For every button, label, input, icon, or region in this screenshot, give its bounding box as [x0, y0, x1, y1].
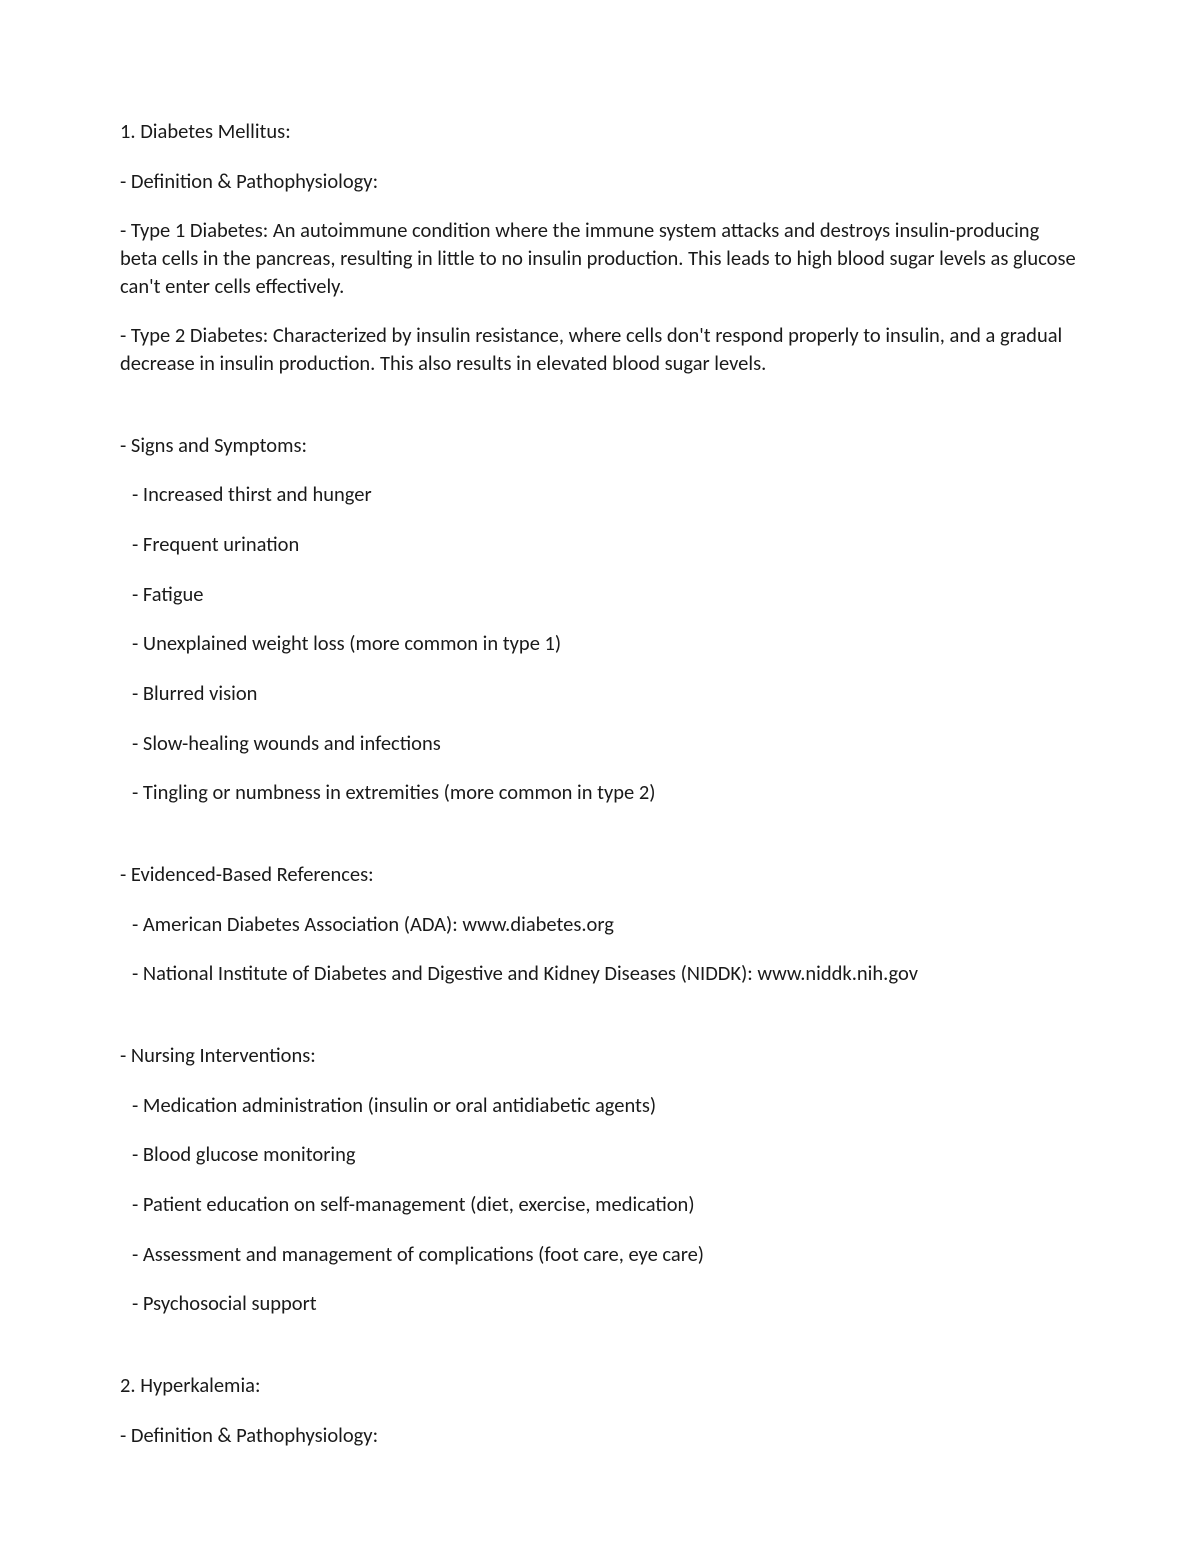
definition-item: - Type 1 Diabetes: An autoimmune conditi… — [120, 217, 1080, 300]
section-title: 2. Hyperkalemia: — [120, 1372, 1080, 1400]
definition-header: - Definition & Pathophysiology: — [120, 1422, 1080, 1450]
signs-header: - Signs and Symptoms: — [120, 432, 1080, 460]
list-item: - Psychosocial support — [120, 1290, 1080, 1318]
list-item: - Unexplained weight loss (more common i… — [120, 630, 1080, 658]
list-item: - Patient education on self-management (… — [120, 1191, 1080, 1219]
spacer — [120, 1010, 1080, 1042]
spacer — [120, 829, 1080, 861]
list-item: - American Diabetes Association (ADA): w… — [120, 911, 1080, 939]
list-item: - Blood glucose monitoring — [120, 1141, 1080, 1169]
list-item: - Medication administration (insulin or … — [120, 1092, 1080, 1120]
document-page: 1. Diabetes Mellitus: - Definition & Pat… — [0, 0, 1200, 1553]
list-item: - Assessment and management of complicat… — [120, 1241, 1080, 1269]
spacer — [120, 1340, 1080, 1372]
spacer — [120, 400, 1080, 432]
list-item: - Increased thirst and hunger — [120, 481, 1080, 509]
section-title: 1. Diabetes Mellitus: — [120, 118, 1080, 146]
references-header: - Evidenced-Based References: — [120, 861, 1080, 889]
nursing-header: - Nursing Interventions: — [120, 1042, 1080, 1070]
list-item: - Frequent urination — [120, 531, 1080, 559]
list-item: - Tingling or numbness in extremities (m… — [120, 779, 1080, 807]
list-item: - Fatigue — [120, 581, 1080, 609]
definition-header: - Definition & Pathophysiology: — [120, 168, 1080, 196]
definition-item: - Type 2 Diabetes: Characterized by insu… — [120, 322, 1080, 377]
list-item: - National Institute of Diabetes and Dig… — [120, 960, 1080, 988]
list-item: - Blurred vision — [120, 680, 1080, 708]
list-item: - Slow-healing wounds and infections — [120, 730, 1080, 758]
